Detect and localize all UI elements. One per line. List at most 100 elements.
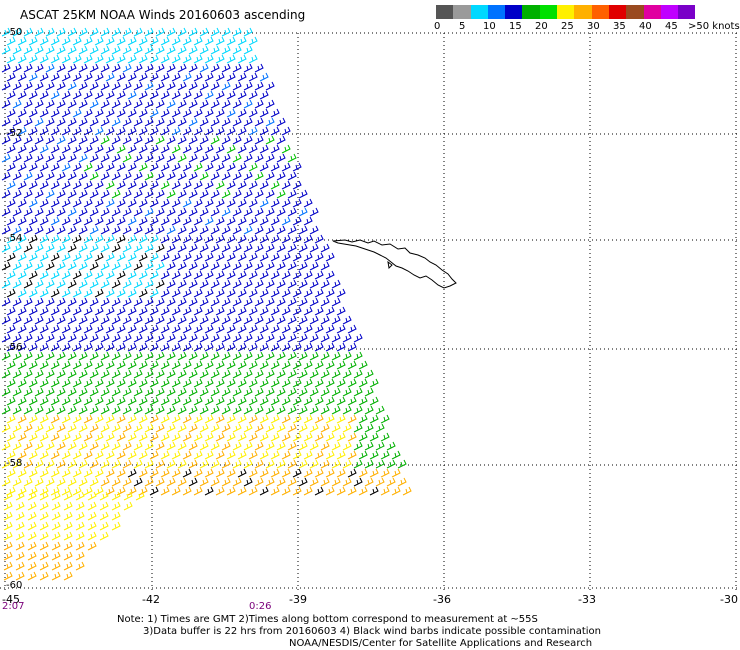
wind-barb [177,441,187,451]
wind-barb [314,432,324,442]
wind-barb [50,180,60,190]
wind-barb [243,171,253,181]
wind-barb [23,261,33,271]
wind-barb [100,405,110,415]
wind-barb [3,511,13,521]
wind-barb [160,126,170,136]
wind-barb [320,369,330,379]
wind-barb [78,135,88,145]
wind-barb [127,432,137,442]
wind-barb [83,432,93,442]
wind-barb [67,171,77,181]
wind-barb [138,180,148,190]
wind-barb [105,468,115,478]
wind-barb [78,405,88,415]
wind-barb [72,72,82,82]
wind-barb [116,270,126,280]
wind-barb [122,117,132,127]
wind-barb [204,216,214,226]
wind-barb [111,405,121,415]
wind-barb [314,252,324,262]
wind-barb [265,405,275,415]
wind-barb [67,459,77,469]
wind-barb [166,207,176,217]
wind-barb [50,288,60,298]
wind-barb [94,72,104,82]
wind-barb [67,369,77,379]
wind-barb [83,270,93,280]
wind-barb [243,477,253,487]
wind-barb [39,531,49,541]
wind-barb [259,468,269,478]
wind-barb [166,351,176,361]
wind-barb [210,459,220,469]
wind-barb [358,450,368,460]
wind-barb [133,351,143,361]
wind-barb [39,54,49,64]
wind-barb [155,153,165,163]
wind-barb [342,423,352,433]
wind-barb [17,36,27,46]
wind-barb [292,468,302,478]
wind-barb [28,486,38,496]
wind-barb [298,207,308,217]
wind-barb [1,243,11,253]
wind-barb [45,351,55,361]
wind-barb [254,441,264,451]
wind-barb [83,144,93,154]
wind-barb [177,225,187,235]
wind-barb [127,72,137,82]
wind-barb [336,414,346,424]
wind-barb [166,63,176,73]
wind-barb [226,288,236,298]
wind-barb [122,333,132,343]
wind-barb [45,171,55,181]
wind-barb [243,441,253,451]
wind-barb [171,270,181,280]
wind-speed-colorbar [436,5,696,19]
wind-barb [15,541,25,551]
wind-barb [182,36,192,46]
wind-barb [342,477,352,487]
wind-barb [89,117,99,127]
wind-barb [89,45,99,55]
wind-barb [177,207,187,217]
wind-barb [133,423,143,433]
wind-barb [325,252,335,262]
wind-barb [265,153,275,163]
colorbar-swatch [626,5,644,19]
wind-barb [45,369,55,379]
wind-barb [67,117,77,127]
wind-barb [199,99,209,109]
wind-barb [391,468,401,478]
wind-barb [353,441,363,451]
wind-barb [204,108,214,118]
wind-barb [155,441,165,451]
wind-barb [320,423,330,433]
wind-barb [34,423,44,433]
wind-barb [287,333,297,343]
wind-barb [149,414,159,424]
wind-barb [248,108,258,118]
wind-barb [215,342,225,352]
wind-barb [122,81,132,91]
wind-barb [336,450,346,460]
wind-barb [50,72,60,82]
wind-barb [111,333,121,343]
wind-barb [265,135,275,145]
wind-barb [75,511,85,521]
wind-barb [94,486,104,496]
wind-barb [89,441,99,451]
wind-barb [105,72,115,82]
wind-barb [226,54,236,64]
wind-barb [270,342,280,352]
wind-barb [51,541,61,551]
wind-barb [149,90,159,100]
wind-barb [50,360,60,370]
wind-barb [122,279,132,289]
wind-barb [56,27,66,37]
wind-barb [50,54,60,64]
wind-barb [105,54,115,64]
wind-barb [182,450,192,460]
wind-barb [210,441,220,451]
